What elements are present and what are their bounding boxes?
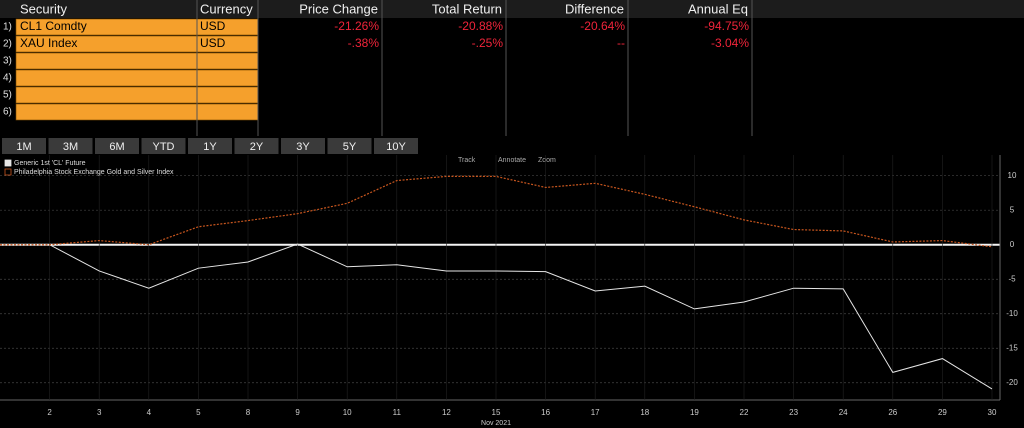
- x-tick-label: 16: [541, 408, 550, 417]
- security-name: XAU Index: [20, 36, 77, 50]
- row-number: 3): [3, 56, 12, 67]
- x-tick-label: 3: [97, 408, 102, 417]
- toolbar-item[interactable]: Annotate: [498, 157, 526, 164]
- return-value: --: [617, 36, 625, 50]
- return-value: -.38%: [348, 36, 380, 50]
- currency-cell: [196, 86, 259, 104]
- column-header: Annual Eq: [688, 1, 748, 16]
- security-name: CL1 Comdty: [20, 19, 87, 33]
- x-tick-label: 17: [591, 408, 600, 417]
- currency: USD: [200, 19, 226, 33]
- x-tick-label: 30: [988, 408, 997, 417]
- legend-label: Philadelphia Stock Exchange Gold and Sil…: [14, 169, 174, 176]
- x-tick-label: 12: [442, 408, 451, 417]
- period-button-label[interactable]: 1Y: [203, 141, 217, 153]
- row-number: 4): [3, 73, 12, 84]
- return-value: -94.75%: [704, 19, 749, 33]
- period-button[interactable]: [141, 138, 186, 154]
- return-value: -20.64%: [580, 19, 625, 33]
- period-button-label[interactable]: YTD: [153, 141, 175, 153]
- y-tick-label: 10: [1008, 171, 1017, 180]
- row-number: 6): [3, 107, 12, 118]
- table-header-bg: [0, 0, 1024, 18]
- security-cell: [15, 52, 198, 70]
- period-button[interactable]: [48, 138, 93, 154]
- period-button-label[interactable]: 1M: [16, 141, 31, 153]
- period-button[interactable]: [374, 138, 418, 154]
- security-cell: [15, 103, 198, 121]
- x-tick-label: 5: [196, 408, 201, 417]
- legend-swatch: [4, 168, 12, 176]
- return-value: -.25%: [472, 36, 504, 50]
- column-header: Security: [20, 1, 67, 16]
- period-button[interactable]: [327, 138, 372, 154]
- x-axis-label: Nov 2021: [481, 420, 511, 427]
- row-number: 2): [3, 39, 12, 50]
- currency-cell: [196, 69, 259, 87]
- x-tick-label: 2: [47, 408, 52, 417]
- period-button[interactable]: [2, 138, 46, 154]
- row-number: 1): [3, 22, 12, 33]
- column-header: Currency: [200, 1, 253, 16]
- column-header: Price Change: [299, 1, 378, 16]
- x-tick-label: 18: [640, 408, 649, 417]
- period-button[interactable]: [95, 138, 139, 154]
- y-tick-label: -15: [1006, 343, 1018, 352]
- period-button-label[interactable]: 6M: [109, 141, 124, 153]
- currency-cell: [196, 52, 259, 70]
- security-cell: [15, 69, 198, 87]
- y-tick-label: 5: [1010, 205, 1015, 214]
- y-tick-label: -5: [1008, 274, 1016, 283]
- x-tick-label: 22: [740, 408, 749, 417]
- security-cell: [15, 86, 198, 104]
- legend-swatch: [4, 159, 12, 167]
- return-value: -21.26%: [334, 19, 379, 33]
- x-tick-label: 26: [888, 408, 897, 417]
- currency-cell: [196, 103, 259, 121]
- period-button-label[interactable]: 10Y: [386, 141, 406, 153]
- x-tick-label: 24: [839, 408, 848, 417]
- x-tick-label: 19: [690, 408, 699, 417]
- toolbar-item[interactable]: Track: [458, 157, 476, 164]
- currency: USD: [200, 36, 226, 50]
- period-button-label[interactable]: 3Y: [296, 141, 310, 153]
- return-value: -3.04%: [711, 36, 749, 50]
- period-button-label[interactable]: 5Y: [343, 141, 357, 153]
- x-tick-label: 10: [343, 408, 352, 417]
- period-button[interactable]: [188, 138, 232, 154]
- period-button[interactable]: [234, 138, 279, 154]
- column-header: Total Return: [432, 1, 502, 16]
- column-header: Difference: [565, 1, 624, 16]
- x-tick-label: 11: [393, 408, 402, 417]
- series-line: [0, 243, 993, 390]
- x-tick-label: 15: [492, 408, 501, 417]
- x-tick-label: 29: [938, 408, 947, 417]
- x-tick-label: 23: [789, 408, 798, 417]
- y-tick-label: 0: [1010, 240, 1015, 249]
- y-tick-label: -10: [1006, 309, 1018, 318]
- y-tick-label: -20: [1006, 378, 1018, 387]
- series-line: [0, 175, 993, 248]
- row-number: 5): [3, 90, 12, 101]
- x-tick-label: 4: [147, 408, 152, 417]
- toolbar-item[interactable]: Zoom: [538, 157, 556, 164]
- x-tick-label: 9: [295, 408, 300, 417]
- period-button[interactable]: [281, 138, 325, 154]
- return-value: -20.88%: [458, 19, 503, 33]
- period-button-label[interactable]: 3M: [63, 141, 78, 153]
- period-button-label[interactable]: 2Y: [250, 141, 264, 153]
- x-tick-label: 8: [246, 408, 251, 417]
- legend-label: Generic 1st 'CL' Future: [14, 160, 86, 167]
